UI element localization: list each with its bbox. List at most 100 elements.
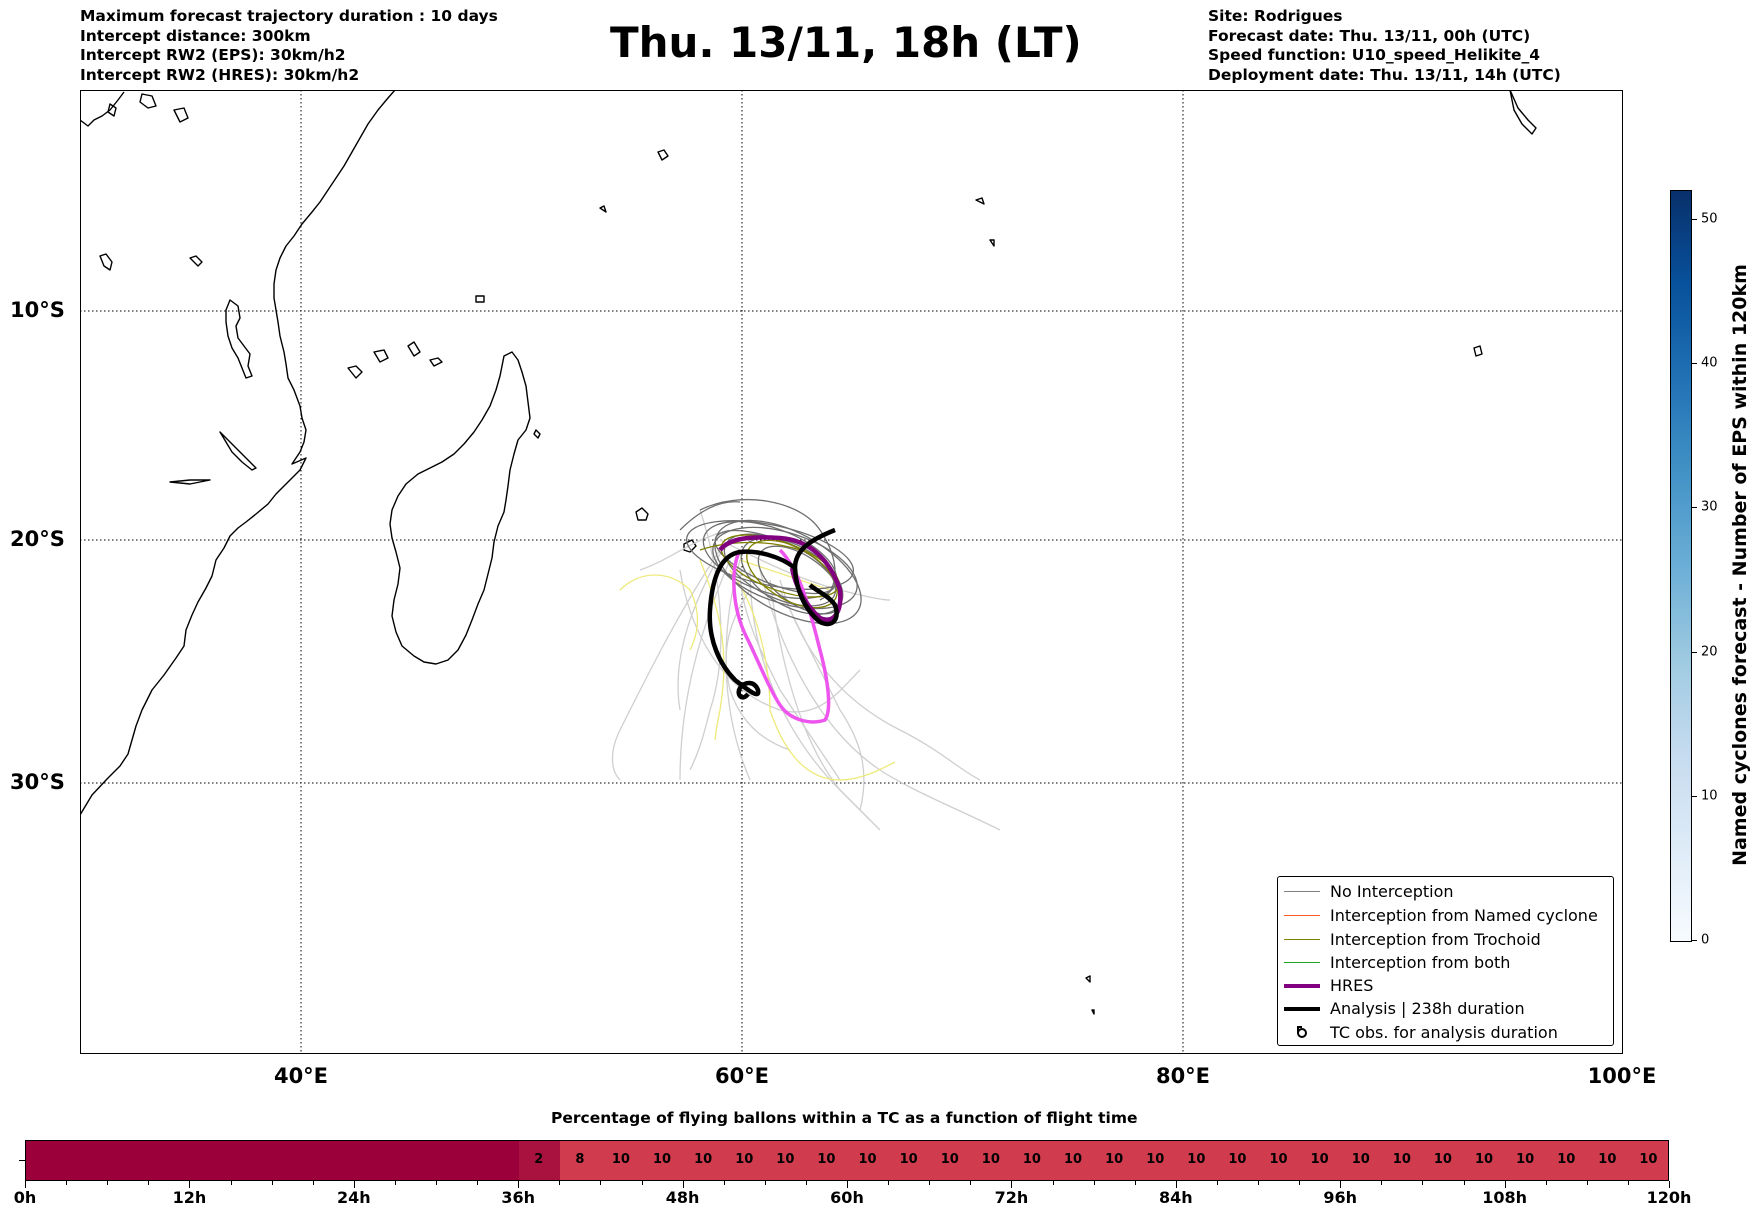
bar-cell	[1300, 1141, 1342, 1180]
colorbar-tick-label: 30	[1701, 499, 1718, 515]
bar-x-tick-label: 108h	[1482, 1188, 1527, 1207]
lat-label: 20°S	[10, 527, 65, 551]
colorbar-tick-label: 50	[1701, 211, 1718, 227]
bar-x-tick-label: 84h	[1158, 1188, 1193, 1207]
bar-cell	[848, 1141, 890, 1180]
bar-cell-value: 10	[735, 1152, 754, 1167]
bar-x-tick-label: 24h	[336, 1188, 371, 1207]
bar-cell-value: 10	[1022, 1152, 1041, 1167]
bar-cell	[1628, 1141, 1668, 1180]
bar-chart-title: Percentage of flying ballons within a TC…	[551, 1109, 1138, 1127]
colorbar	[1670, 190, 1692, 942]
bar-cell	[1094, 1141, 1137, 1180]
bar-cell	[272, 1141, 315, 1180]
bar-cell-value: 10	[1187, 1152, 1206, 1167]
bar-cell-value: 10	[1598, 1152, 1617, 1167]
bar-cell	[354, 1141, 397, 1180]
lon-label: 60°E	[714, 1064, 770, 1088]
bar-cell-value: 10	[899, 1152, 918, 1167]
bar-y-tick	[19, 1160, 25, 1161]
bar-cell	[1217, 1141, 1260, 1180]
info-line: Intercept RW2 (EPS): 30km/h2	[80, 46, 346, 64]
colorbar-tick	[1691, 651, 1697, 653]
bar-cell	[1341, 1141, 1383, 1180]
island	[139, 93, 157, 109]
bar-x-tick-label: 72h	[994, 1188, 1029, 1207]
bar-x-tick	[312, 1181, 314, 1185]
bar-x-tick	[148, 1181, 150, 1185]
bar-cell	[1546, 1141, 1589, 1180]
colorbar-tick-label: 40	[1701, 355, 1718, 371]
legend-label: HRES	[1330, 976, 1374, 995]
island	[1085, 975, 1091, 983]
trajectory-map[interactable]	[80, 90, 1623, 1054]
bar-cell-value: 10	[1269, 1152, 1288, 1167]
bar-cell-value: 10	[776, 1152, 795, 1167]
colorbar-tick-label: 20	[1701, 644, 1718, 660]
bar-cell	[683, 1141, 726, 1180]
legend-swatch	[1284, 891, 1320, 892]
bar-x-tick-label: 48h	[665, 1188, 700, 1207]
pink-trajectory	[732, 548, 831, 724]
bar-cell-value: 10	[1228, 1152, 1247, 1167]
legend-item: No Interception	[1278, 881, 1613, 903]
bar-cell	[1176, 1141, 1219, 1180]
bar-x-tick	[1504, 1181, 1506, 1188]
bar-cell	[395, 1141, 438, 1180]
bar-cell	[1012, 1141, 1055, 1180]
bar-x-tick-label: 0h	[13, 1188, 37, 1207]
island	[1509, 90, 1537, 135]
bar-cell	[437, 1141, 479, 1180]
map-frame	[80, 90, 1623, 1054]
legend-label: Interception from Trochoid	[1330, 930, 1541, 949]
legend-label: TC obs. for analysis duration	[1330, 1023, 1558, 1042]
legend-swatch	[1284, 1007, 1320, 1011]
info-line: Speed function: U10_speed_Helikite_4	[1208, 46, 1541, 64]
bar-x-tick	[1052, 1181, 1054, 1185]
colorbar-tick	[1691, 940, 1697, 941]
bar-cell-value: 10	[940, 1152, 959, 1167]
header-left-info: Maximum forecast trajectory duration : 1…	[80, 7, 498, 85]
bar-x-tick	[1545, 1181, 1547, 1185]
bar-cell-value: 10	[1310, 1152, 1329, 1167]
bar-x-tick	[559, 1181, 561, 1185]
bar-cell-value: 10	[817, 1152, 836, 1167]
colorbar-tick	[1691, 795, 1697, 797]
legend-swatch	[1284, 962, 1320, 963]
legend-label: Analysis | 238h duration	[1330, 999, 1525, 1018]
bar-x-tick-label: 120h	[1646, 1188, 1692, 1207]
bar-cell	[1259, 1141, 1301, 1180]
bar-cell-value: 2	[534, 1152, 544, 1167]
bar-x-tick-label: 12h	[172, 1188, 207, 1207]
bar-cell-value: 10	[1433, 1152, 1452, 1167]
bar-cell-value: 10	[1146, 1152, 1165, 1167]
bar-cell	[560, 1141, 602, 1180]
lat-label: 30°S	[10, 770, 65, 794]
light-trajectories	[611, 509, 1001, 831]
bar-cell-value: 10	[653, 1152, 672, 1167]
island	[373, 349, 389, 363]
bar-x-tick	[764, 1181, 766, 1185]
page-title: Thu. 13/11, 18h (LT)	[610, 18, 1082, 67]
bar-cell	[930, 1141, 972, 1180]
bar-cell	[889, 1141, 931, 1180]
legend-swatch	[1284, 984, 1320, 988]
coastlines	[80, 90, 1537, 1015]
bar-cell	[231, 1141, 274, 1180]
bar-cell	[478, 1141, 520, 1180]
bar-x-tick	[394, 1181, 396, 1185]
legend-item: TC obs. for analysis duration	[1278, 1022, 1613, 1044]
bar-cell	[806, 1141, 849, 1180]
colorbar-tick	[1691, 507, 1697, 509]
bar-cell	[724, 1141, 767, 1180]
island	[475, 295, 485, 303]
bar-cell-value: 10	[1392, 1152, 1411, 1167]
bar-x-tick	[1011, 1181, 1013, 1188]
bar-x-tick	[1381, 1181, 1383, 1185]
bar-cell	[971, 1141, 1013, 1180]
arabia-coast	[80, 91, 125, 127]
bar-cell	[601, 1141, 644, 1180]
bar-cell	[26, 1141, 68, 1180]
island	[657, 149, 669, 161]
bar-x-tick	[518, 1181, 520, 1188]
